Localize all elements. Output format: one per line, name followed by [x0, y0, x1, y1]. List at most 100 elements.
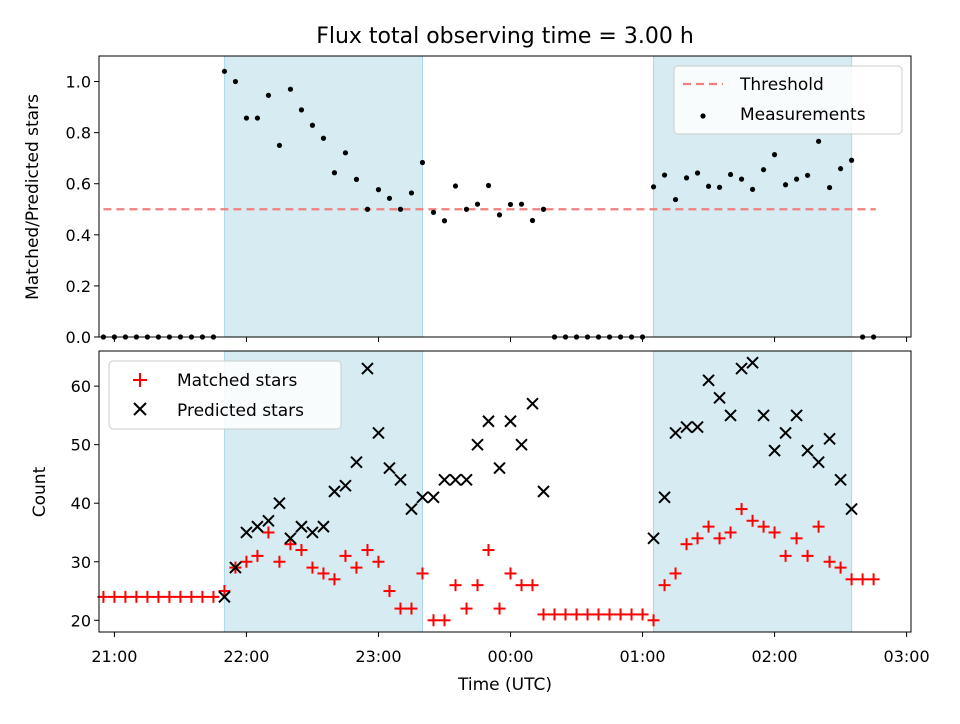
measurement-point — [441, 218, 448, 224]
matched-stars-point — [581, 608, 594, 621]
predicted-stars-point — [658, 491, 671, 504]
predicted-stars-point — [768, 444, 781, 457]
measurement-point — [496, 212, 503, 218]
predicted-stars-point — [383, 461, 396, 475]
ratio-panel-frame — [98, 55, 912, 338]
ratio-panel: 0.0 0.2 0.4 0.6 0.8 1.0 Matched/Predicted sta… — [23, 55, 912, 347]
predicted-stars-point — [757, 409, 770, 422]
measurement-point — [265, 92, 272, 98]
matched-stars-point — [757, 520, 770, 533]
matched-stars-point — [119, 590, 132, 603]
matched-stars-point — [295, 544, 308, 557]
matched-stars-point — [790, 532, 803, 545]
y-tick-label: 40 — [71, 494, 91, 513]
measurement-point — [738, 176, 745, 182]
matched-stars-point — [427, 614, 440, 627]
measurement-point — [826, 184, 833, 191]
matched-stars-point — [636, 608, 649, 621]
predicted-stars-point — [746, 356, 759, 369]
measurement-point — [694, 170, 701, 176]
matched-stars-point — [174, 590, 187, 603]
predicted-stars-point — [823, 432, 836, 446]
matched-stars-point — [592, 608, 605, 621]
matched-stars-point — [240, 555, 253, 568]
predicted-stars-point — [647, 532, 660, 545]
matched-stars-point — [812, 520, 825, 533]
measurement-point — [397, 206, 404, 212]
matched-stars-point — [339, 549, 352, 562]
predicted-stars-point — [262, 514, 275, 527]
matched-stars-point — [196, 590, 209, 603]
figure-title: Flux total observing time = 3.00 h — [316, 24, 694, 49]
predicted-stars-point — [306, 526, 319, 539]
measurement-point — [287, 86, 294, 92]
measurement-point — [342, 150, 349, 156]
x-tick-label: 03:00 — [884, 647, 930, 666]
predicted-stars-point — [372, 426, 385, 440]
matched-stars-point — [218, 585, 231, 598]
predicted-stars-point — [240, 526, 253, 539]
matched-stars-point — [669, 567, 682, 580]
legend-measurements-label: Measurements — [740, 105, 866, 125]
x-tick-label: 02:00 — [752, 647, 798, 666]
measurement-point — [727, 171, 734, 178]
ratio-panel-ylabel: Matched/Predicted stars — [23, 94, 43, 300]
y-tick-label: 50 — [71, 436, 91, 455]
measurement-point — [540, 206, 547, 212]
matched-stars-point — [372, 555, 385, 568]
measurement-point — [386, 195, 393, 201]
matched-stars-point — [251, 549, 264, 562]
predicted-stars-point — [438, 473, 451, 486]
matched-stars-point — [108, 590, 121, 603]
y-tick-label: 0.0 — [66, 328, 91, 347]
matched-stars-point — [449, 579, 462, 592]
measurement-point — [661, 172, 668, 178]
predicted-stars-point — [460, 473, 473, 486]
predicted-stars-point — [339, 479, 352, 492]
matched-stars-point — [823, 555, 836, 568]
measurement-point — [782, 182, 789, 188]
predicted-stars-point — [526, 397, 539, 410]
matched-stars-point — [273, 555, 286, 568]
predicted-stars-point — [691, 420, 704, 434]
matched-stars-point — [284, 538, 297, 551]
measurement-point — [276, 142, 283, 149]
measurement-point — [749, 186, 756, 192]
matched-stars-point — [493, 602, 506, 615]
y-tick-label: 1.0 — [66, 73, 91, 92]
predicted-stars-point — [317, 520, 330, 533]
ratio-legend: Threshold Measurements — [673, 65, 903, 135]
predicted-stars-point — [361, 362, 374, 375]
predicted-stars-point — [724, 409, 737, 422]
measurement-point — [430, 209, 437, 215]
measurement-point — [353, 176, 360, 182]
predicted-stars-point — [801, 444, 814, 457]
measurement-point — [375, 187, 382, 193]
measurement-point — [419, 159, 426, 166]
measurement-point — [474, 201, 481, 207]
measurement-point — [408, 190, 415, 196]
x-axis-label: Time (UTC) — [457, 675, 552, 695]
predicted-stars-point — [218, 590, 231, 604]
matched-stars-point — [647, 614, 660, 627]
matched-stars-point — [317, 567, 330, 580]
observing-window-shade — [223, 55, 423, 338]
measurement-point — [815, 138, 822, 144]
matched-stars-point — [130, 590, 143, 603]
measurement-point — [452, 183, 459, 189]
measurement-point — [837, 166, 844, 172]
count-legend-box — [108, 360, 342, 430]
measurement-point — [364, 206, 371, 212]
predicted-stars-point — [680, 420, 693, 434]
matched-stars-point — [691, 532, 704, 545]
measurement-point — [221, 68, 228, 74]
matched-stars-point — [570, 608, 583, 621]
x-tick-label: 00:00 — [487, 647, 533, 666]
y-tick-label: 0.6 — [66, 175, 91, 194]
measurement-point — [518, 201, 525, 207]
predicted-stars-point — [449, 473, 462, 486]
matched-stars-point — [328, 573, 341, 586]
matched-stars-point — [141, 590, 154, 603]
